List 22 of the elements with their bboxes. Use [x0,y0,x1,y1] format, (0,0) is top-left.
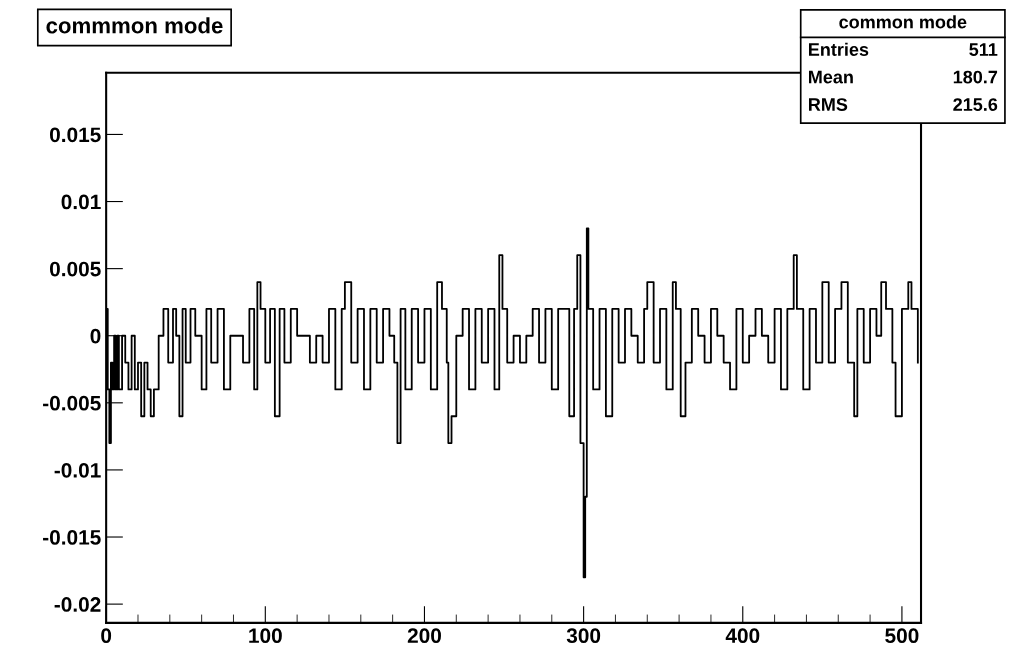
x-tick-label: 0 [101,628,112,644]
chart-title: commmon mode [46,17,223,34]
y-tick-label: -0.015 [43,530,101,545]
x-tick-label: 400 [725,628,760,644]
text: 215.6 [953,98,998,111]
y-tick-label: 0 [90,328,101,344]
y-tick-label: -0.005 [43,395,101,411]
y-tick-label: 0.015 [49,127,101,143]
text: Entries [809,42,869,56]
y-tick-label: -0.01 [54,462,101,478]
x-tick-label: 200 [407,628,441,644]
y-tick-label: -0.02 [54,597,101,612]
x-tick-label: 100 [249,628,282,644]
text: 180.7 [953,70,998,84]
text: common mode [839,15,967,29]
annotation: RMS [809,98,848,111]
y-tick-label: 0.005 [49,261,101,277]
text: 511 [969,43,998,56]
annotation: Mean [809,70,853,84]
y-tick-label: 0.01 [61,194,101,210]
x-tick-label: 500 [885,628,919,644]
x-tick-label: 300 [566,628,601,644]
